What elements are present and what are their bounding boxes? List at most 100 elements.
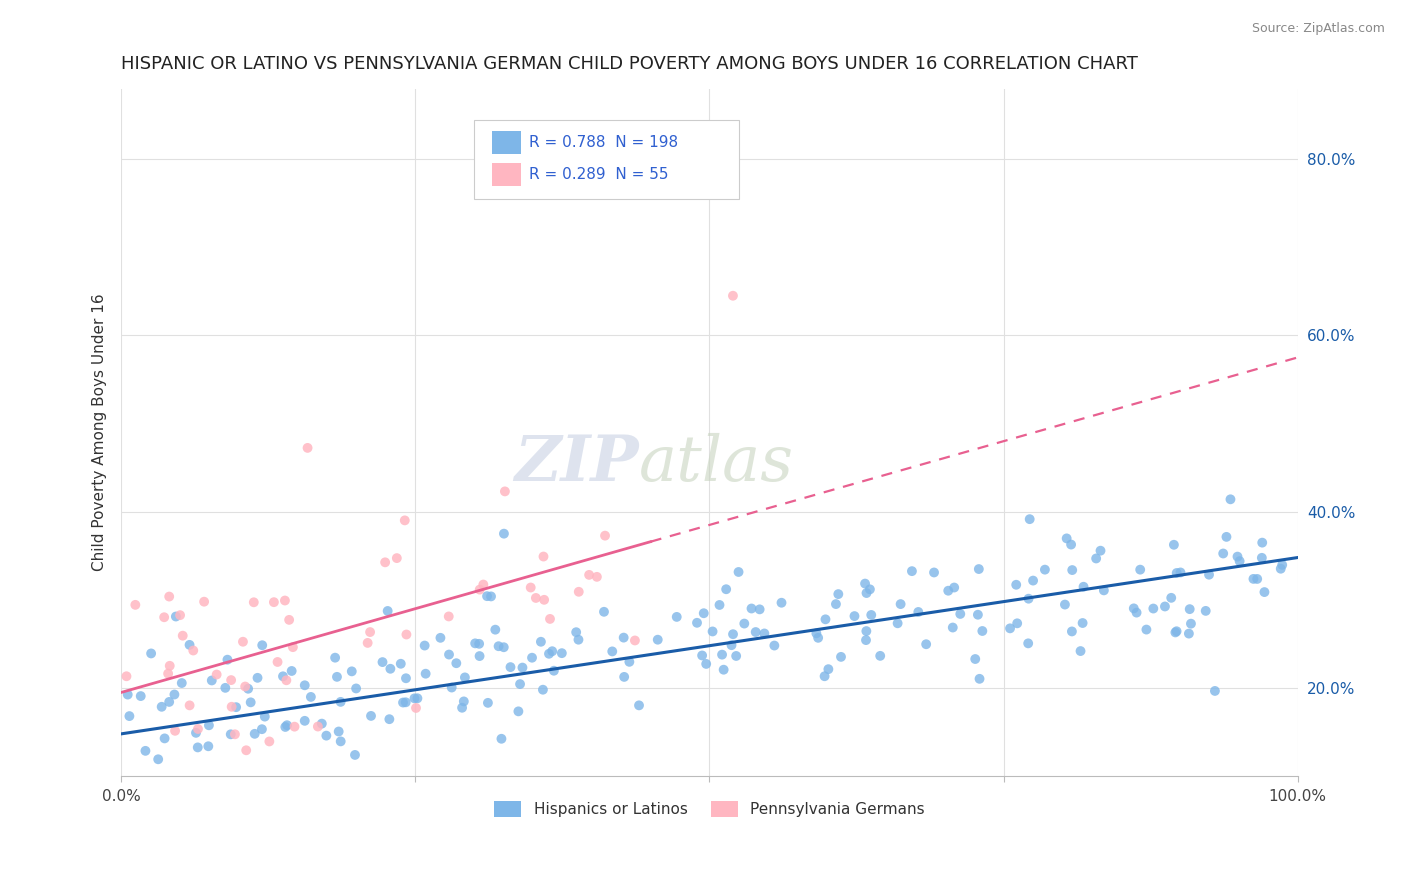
Point	[907, 605, 929, 619]
Point	[1250, 550, 1272, 565]
Point	[219, 673, 242, 687]
Point	[886, 616, 908, 631]
FancyBboxPatch shape	[492, 131, 522, 154]
Point	[259, 734, 281, 748]
Point	[221, 699, 243, 714]
Point	[271, 669, 294, 683]
Point	[1212, 547, 1234, 561]
Point	[117, 688, 139, 702]
Point	[748, 602, 770, 616]
Point	[172, 629, 194, 643]
Point	[530, 634, 553, 648]
Point	[299, 690, 322, 704]
Point	[395, 695, 418, 709]
Point	[170, 676, 193, 690]
Point	[468, 637, 491, 651]
Point	[243, 727, 266, 741]
Point	[243, 595, 266, 609]
Point	[283, 720, 305, 734]
Point	[714, 582, 737, 597]
Point	[378, 712, 401, 726]
Point	[184, 726, 207, 740]
Point	[967, 607, 990, 622]
Point	[187, 722, 209, 736]
Point	[806, 626, 828, 640]
Point	[721, 627, 744, 641]
Point	[468, 649, 491, 664]
Point	[1204, 684, 1226, 698]
Point	[129, 689, 152, 703]
Point	[520, 650, 543, 665]
Point	[1160, 591, 1182, 605]
Point	[225, 700, 247, 714]
Point	[567, 632, 589, 647]
Point	[508, 704, 530, 718]
Point	[329, 734, 352, 748]
Point	[1154, 599, 1177, 614]
Point	[440, 681, 463, 695]
Point	[512, 660, 534, 674]
Point	[1195, 604, 1218, 618]
Point	[392, 696, 415, 710]
Point	[1270, 562, 1292, 576]
Point	[825, 597, 848, 611]
Point	[624, 633, 647, 648]
Point	[389, 657, 412, 671]
Point	[537, 647, 560, 661]
Point	[1135, 623, 1157, 637]
Point	[1005, 616, 1028, 631]
Point	[1219, 492, 1241, 507]
Text: R = 0.788  N = 198: R = 0.788 N = 198	[530, 136, 679, 151]
Point	[711, 648, 734, 662]
Point	[814, 612, 837, 626]
Point	[315, 729, 337, 743]
Point	[695, 657, 717, 671]
Point	[374, 555, 396, 569]
Point	[593, 605, 616, 619]
Point	[744, 625, 766, 640]
Point	[1070, 644, 1092, 658]
Point	[385, 551, 408, 566]
Point	[972, 624, 994, 638]
Point	[464, 636, 486, 650]
Point	[922, 566, 945, 580]
Point	[344, 681, 367, 696]
Point	[179, 638, 201, 652]
Point	[453, 694, 475, 708]
Point	[1215, 530, 1237, 544]
Point	[915, 637, 938, 651]
Point	[437, 609, 460, 624]
Point	[720, 638, 742, 652]
Text: atlas: atlas	[638, 433, 794, 494]
Point	[475, 589, 498, 603]
Point	[157, 666, 180, 681]
Point	[274, 720, 297, 734]
Point	[844, 609, 866, 624]
Point	[246, 671, 269, 685]
Point	[1071, 615, 1094, 630]
Point	[860, 607, 883, 622]
Text: HISPANIC OR LATINO VS PENNSYLVANIA GERMAN CHILD POVERTY AMONG BOYS UNDER 16 CORR: HISPANIC OR LATINO VS PENNSYLVANIA GERMA…	[121, 55, 1137, 73]
Point	[1053, 598, 1076, 612]
Point	[235, 743, 257, 757]
Point	[1226, 549, 1249, 564]
Point	[294, 714, 316, 728]
Point	[179, 698, 201, 713]
Point	[181, 643, 204, 657]
Point	[690, 648, 713, 663]
Point	[371, 655, 394, 669]
Point	[1166, 566, 1188, 580]
Point	[323, 650, 346, 665]
Point	[763, 639, 786, 653]
Point	[217, 653, 239, 667]
Point	[1092, 583, 1115, 598]
Point	[219, 727, 242, 741]
Point	[969, 672, 991, 686]
Point	[297, 441, 319, 455]
Point	[395, 627, 418, 641]
Point	[266, 655, 288, 669]
Point	[533, 549, 555, 564]
Point	[1253, 585, 1275, 599]
Point	[159, 658, 181, 673]
Point	[340, 665, 363, 679]
